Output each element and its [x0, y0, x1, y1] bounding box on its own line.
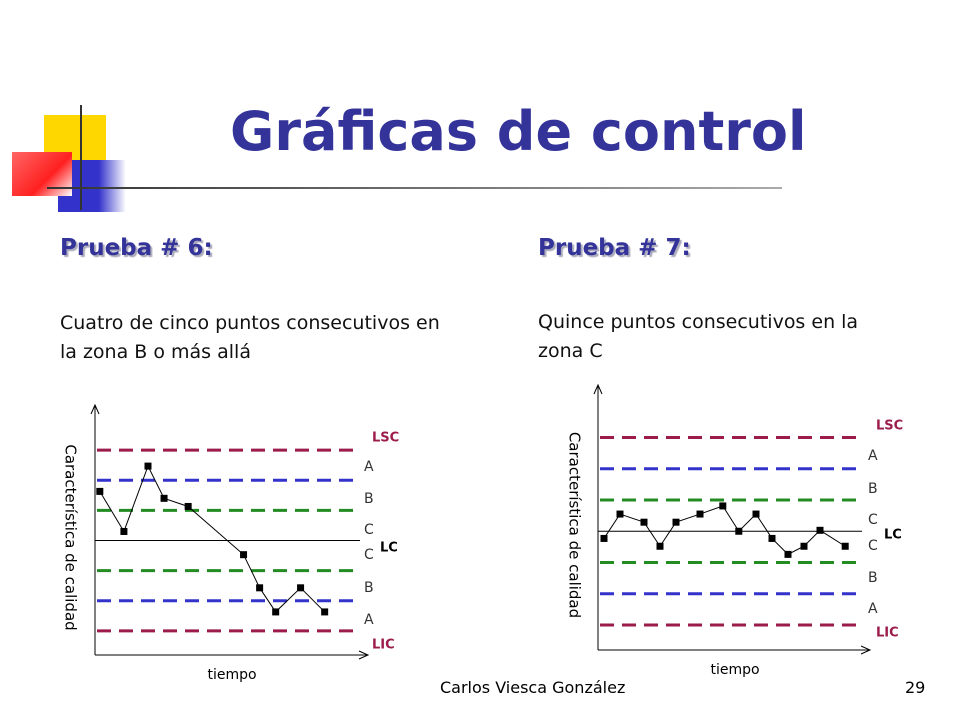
point	[768, 534, 776, 542]
point	[816, 526, 824, 534]
point	[696, 510, 704, 518]
description: Quince puntos consecutivos en la zona C	[538, 311, 859, 362]
heading: Prueba # 7:	[538, 235, 691, 261]
y-axis-label: Característica de calidad	[566, 432, 584, 618]
point	[656, 542, 664, 550]
point	[184, 502, 192, 510]
zone-label: B	[364, 580, 374, 596]
x-axis	[598, 645, 872, 655]
point	[616, 510, 624, 518]
zone-label: A	[868, 601, 878, 617]
description: Cuatro de cinco puntos consecutivos en l…	[60, 312, 440, 363]
logo-line	[80, 105, 82, 210]
y-axis	[593, 383, 603, 650]
series-line	[99, 464, 326, 613]
point	[784, 550, 792, 558]
zone-label: C	[868, 512, 878, 528]
point	[600, 534, 608, 542]
zone-label: A	[364, 459, 374, 475]
point	[321, 608, 329, 616]
title-rule	[47, 187, 782, 189]
page-number: 29	[905, 678, 926, 697]
zone-label: LIC	[372, 638, 395, 653]
point	[144, 462, 152, 470]
zone-label: LSC	[876, 419, 903, 434]
point	[160, 494, 168, 502]
footer-author: Carlos Viesca González	[440, 678, 626, 697]
zone-label: B	[364, 491, 374, 507]
zone-label: A	[868, 448, 878, 464]
point	[800, 542, 808, 550]
zone-label: LC	[380, 541, 398, 556]
zone-label: C	[364, 547, 374, 563]
point	[96, 487, 104, 495]
x-axis-label: tiempo	[710, 662, 759, 678]
point	[640, 518, 648, 526]
point	[841, 542, 849, 550]
point	[719, 502, 727, 510]
x-axis	[95, 650, 370, 660]
point	[297, 584, 305, 592]
zone-label: C	[868, 538, 878, 554]
point	[735, 527, 743, 535]
zone-label: LC	[884, 528, 902, 543]
title: Gráficas de control	[230, 100, 807, 163]
zone-label: LIC	[876, 626, 899, 641]
zone-label: B	[868, 481, 878, 497]
zone-label: C	[364, 522, 374, 538]
zone-label: A	[364, 612, 374, 628]
x-axis-label: tiempo	[207, 667, 256, 683]
point	[120, 527, 128, 535]
series-line	[603, 505, 846, 555]
heading: Prueba # 6:	[60, 235, 213, 261]
point	[752, 510, 760, 518]
y-axis-label: Característica de calidad	[62, 444, 80, 630]
point	[256, 584, 264, 592]
point	[672, 518, 680, 526]
y-axis	[90, 403, 100, 655]
zone-label: B	[868, 570, 878, 586]
zone-label: LSC	[372, 431, 399, 446]
point	[272, 608, 280, 616]
point	[240, 551, 248, 559]
